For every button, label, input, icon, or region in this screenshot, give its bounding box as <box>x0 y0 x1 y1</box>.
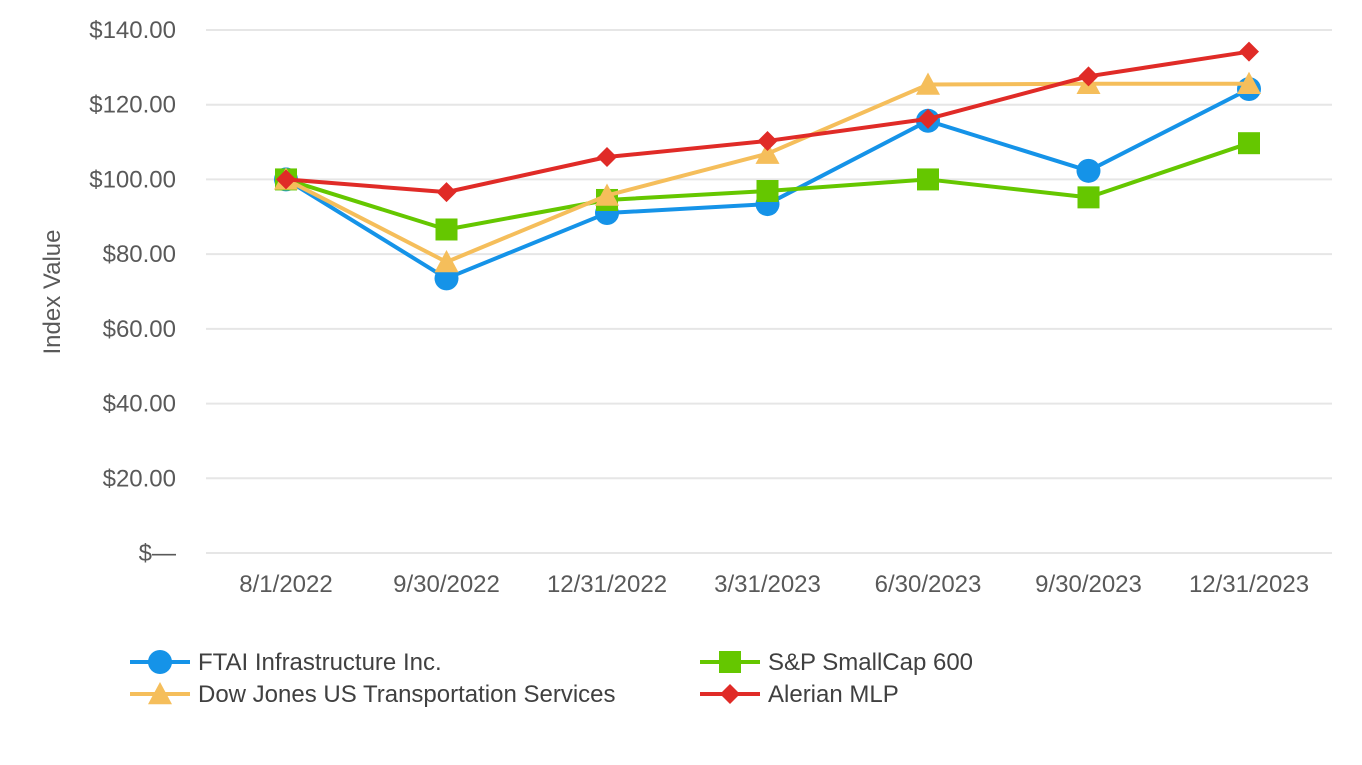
series-3 <box>276 41 1259 203</box>
point-marker <box>435 218 458 241</box>
point-marker <box>1238 132 1260 155</box>
y-tick-label: $120.00 <box>89 92 176 119</box>
legend: FTAI Infrastructure Inc. S&P SmallCap 600… <box>130 649 973 708</box>
legend-item: Alerian MLP <box>700 681 899 708</box>
y-tick-label: $80.00 <box>103 241 176 268</box>
y-tick-label: $140.00 <box>89 17 176 44</box>
point-marker <box>757 130 778 151</box>
gridlines <box>206 29 1332 554</box>
x-tick-label: 8/1/2022 <box>239 571 332 598</box>
legend-item: FTAI Infrastructure Inc. <box>130 649 442 676</box>
point-marker <box>597 147 617 168</box>
y-tick-label: $40.00 <box>103 391 176 418</box>
point-marker <box>755 141 780 164</box>
y-tick-label: $100.00 <box>89 166 176 193</box>
x-tick-label: 6/30/2023 <box>875 571 982 598</box>
point-marker <box>1078 66 1099 87</box>
point-marker <box>1237 71 1261 94</box>
point-marker <box>917 168 939 191</box>
point-marker <box>719 651 741 673</box>
series-line <box>285 49 1250 195</box>
point-marker <box>434 249 459 273</box>
y-tick-label: $20.00 <box>103 465 176 492</box>
legend-label: Alerian MLP <box>768 681 899 708</box>
y-tick-label: $60.00 <box>103 316 176 343</box>
legend-item: S&P SmallCap 600 <box>700 649 973 676</box>
series-line <box>285 81 1249 264</box>
x-axis-tick-labels: 8/1/2022 9/30/2022 12/31/2022 3/31/2023 6/30… <box>239 571 1309 598</box>
point-marker <box>1076 158 1101 183</box>
point-marker <box>436 182 457 203</box>
y-tick-label: $— <box>139 540 176 567</box>
y-axis-title: Index Value <box>39 230 66 355</box>
legend-label: S&P SmallCap 600 <box>768 649 973 676</box>
series-2 <box>274 71 1261 273</box>
point-marker <box>148 650 172 674</box>
point-marker <box>916 72 940 95</box>
point-marker <box>595 183 619 206</box>
point-marker <box>434 266 459 291</box>
point-marker <box>1077 186 1100 209</box>
x-tick-label: 3/31/2023 <box>714 571 821 598</box>
point-marker <box>1239 41 1259 62</box>
x-tick-label: 9/30/2022 <box>393 571 500 598</box>
point-marker <box>918 108 938 129</box>
x-tick-label: 12/31/2023 <box>1189 571 1309 598</box>
y-axis-tick-labels: $— $20.00 $40.00 $60.00 $80.00 $100.00 $120.00… <box>89 17 176 567</box>
point-marker <box>756 180 779 203</box>
x-tick-label: 12/31/2022 <box>547 571 667 598</box>
x-tick-label: 9/30/2023 <box>1035 571 1142 598</box>
series-lines <box>274 41 1261 291</box>
point-marker <box>148 682 172 705</box>
legend-item: Dow Jones US Transportation Services <box>130 681 616 708</box>
legend-label: Dow Jones US Transportation Services <box>198 681 616 708</box>
legend-label: FTAI Infrastructure Inc. <box>198 649 442 676</box>
point-marker <box>276 169 296 190</box>
point-marker <box>720 684 740 704</box>
